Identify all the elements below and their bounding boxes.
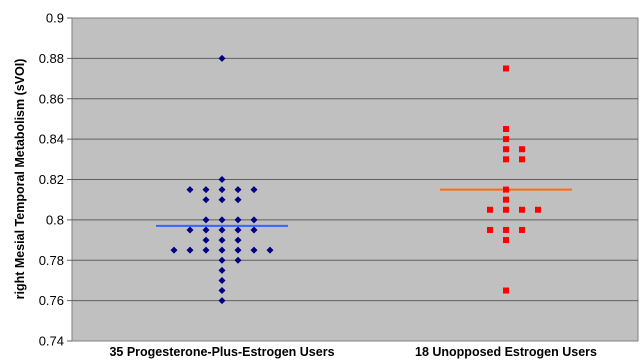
y-tick-label: 0.74	[39, 334, 64, 349]
data-point	[250, 186, 258, 194]
data-point	[503, 206, 509, 213]
data-point	[503, 126, 509, 133]
data-point	[218, 216, 226, 224]
data-point	[234, 196, 242, 204]
data-point	[202, 246, 210, 254]
data-point	[218, 256, 226, 264]
data-point	[218, 176, 226, 183]
data-point	[218, 276, 226, 284]
y-tick-label: 0.88	[39, 51, 64, 66]
data-point	[218, 246, 226, 254]
x-category-label: 18 Unopposed Estrogen Users	[415, 345, 597, 359]
data-point	[218, 196, 226, 204]
data-point	[487, 206, 493, 213]
y-tick-label: 0.9	[46, 11, 64, 26]
data-point	[218, 186, 226, 194]
data-point	[519, 156, 525, 163]
data-point	[202, 226, 210, 234]
data-point	[250, 246, 258, 254]
y-tick-label: 0.84	[39, 132, 64, 147]
data-point	[218, 297, 226, 305]
data-point	[234, 216, 242, 224]
data-point	[503, 196, 509, 203]
data-point	[487, 226, 493, 233]
data-point	[503, 146, 509, 153]
y-tick-label: 0.86	[39, 91, 64, 106]
data-point	[218, 236, 226, 244]
data-point	[186, 186, 194, 194]
data-point	[218, 226, 226, 234]
data-point	[186, 246, 194, 254]
data-point	[234, 186, 242, 194]
data-point	[234, 246, 242, 254]
data-point	[503, 237, 509, 244]
data-point	[266, 246, 274, 254]
data-point	[535, 206, 541, 213]
data-point	[250, 226, 258, 234]
data-point	[234, 236, 242, 244]
data-point	[186, 226, 194, 234]
y-tick-label: 0.82	[39, 172, 64, 187]
y-tick-label: 0.76	[39, 293, 64, 308]
data-point	[202, 196, 210, 204]
data-point	[170, 246, 178, 254]
data-point	[234, 256, 242, 264]
data-point	[503, 136, 509, 143]
data-points	[170, 54, 541, 305]
data-point	[218, 266, 226, 274]
y-axis-ticks: 0.74 0.76 0.78 0.8 0.82 0.84 0.86 0.88 0.9	[39, 11, 72, 349]
data-point	[202, 186, 210, 194]
gridlines	[72, 57, 638, 302]
data-point	[503, 186, 509, 193]
data-point	[503, 65, 509, 72]
y-tick-label: 0.8	[46, 212, 64, 227]
data-point	[202, 216, 210, 224]
data-point	[519, 226, 525, 233]
data-point	[519, 146, 525, 153]
x-axis-categories: 35 Progesterone-Plus-Estrogen Users 18 Un…	[109, 345, 597, 359]
data-point	[218, 54, 226, 62]
x-category-label: 35 Progesterone-Plus-Estrogen Users	[109, 345, 334, 359]
data-point	[234, 226, 242, 234]
data-point	[503, 287, 509, 294]
data-point	[519, 206, 525, 213]
y-tick-label: 0.78	[39, 253, 64, 268]
data-point	[503, 156, 509, 163]
data-point	[202, 236, 210, 244]
data-point	[503, 226, 509, 233]
data-point	[218, 287, 226, 295]
data-point	[250, 216, 258, 224]
y-axis-label: right Mesial Temporal Metabolism (sVOI)	[13, 59, 27, 300]
